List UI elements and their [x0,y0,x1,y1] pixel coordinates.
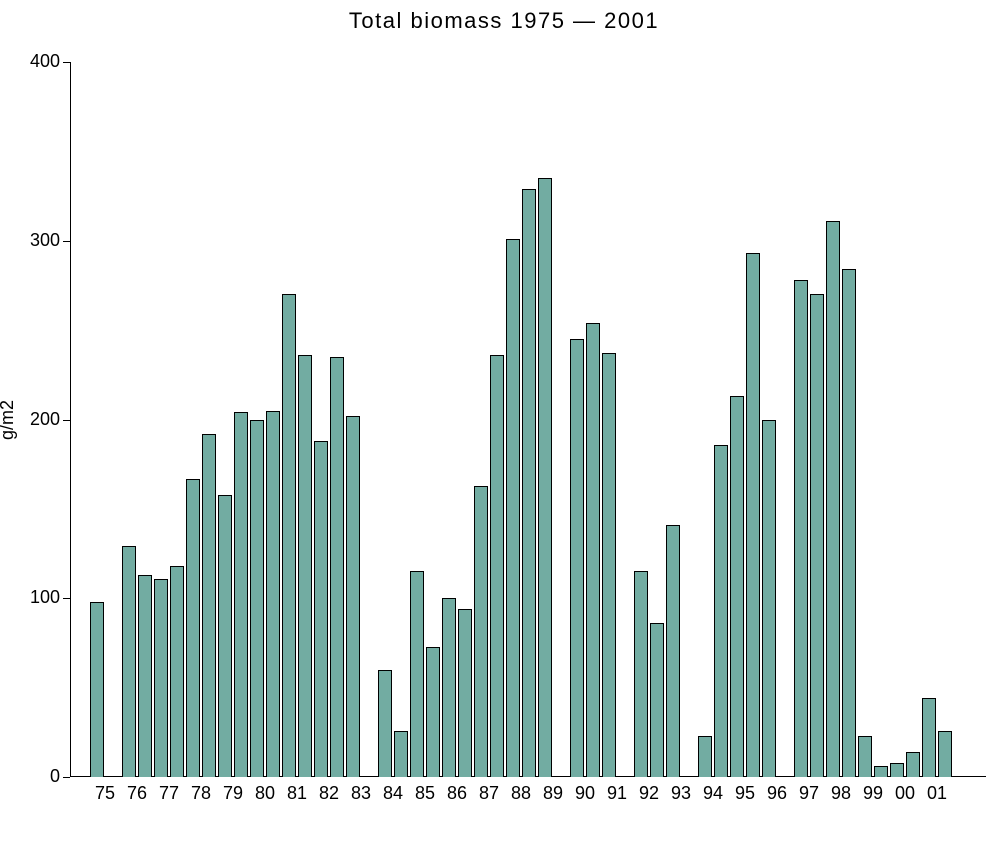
bar-86-b [458,609,472,777]
chart-title: Total biomass 1975 — 2001 [0,8,1008,34]
bar-77-a [154,579,168,777]
bar-85-b [426,647,440,777]
bar-87-a [474,486,488,777]
bar-97-b [810,294,824,777]
bar-82-b [330,357,344,777]
bar-80-b [266,411,280,777]
y-tick [63,241,70,242]
axis-line [70,62,71,777]
bar-75-a [90,602,104,777]
bar-80-a [250,420,264,778]
bar-88-a [506,239,520,777]
bar-92-b [650,623,664,777]
bar-97-a [794,280,808,777]
y-axis-label: g/m2 [0,399,18,439]
bar-89-a [538,178,552,777]
bar-91-a [602,353,616,777]
y-tick-label: 300 [15,230,60,251]
bar-79-b [234,412,248,777]
bar-86-a [442,598,456,777]
y-tick [63,62,70,63]
y-tick-label: 100 [15,587,60,608]
bar-94-a [698,736,712,777]
bar-85-a [410,571,424,777]
biomass-bar-chart: Total biomass 1975 — 2001 01002003004007… [0,0,1008,845]
bar-95-b [746,253,760,777]
bar-87-b [490,355,504,777]
bar-00-a [890,763,904,777]
bar-01-a [922,698,936,777]
bar-90-b [586,323,600,777]
plot-area: 0100200300400757677787980818283848586878… [70,62,986,777]
bar-99-a [858,736,872,777]
bar-90-a [570,339,584,777]
y-tick [63,598,70,599]
bar-81-a [282,294,296,777]
bar-78-b [202,434,216,777]
bar-99-b [874,766,888,777]
x-tick-label: 01 [917,783,957,804]
bar-76-a [122,546,136,777]
y-tick [63,420,70,421]
bar-76-b [138,575,152,777]
bar-92-a [634,571,648,777]
bar-98-a [826,221,840,777]
bar-93-a [666,525,680,777]
bar-01-b [938,731,952,777]
y-tick-label: 0 [15,766,60,787]
bar-00-b [906,752,920,777]
bar-79-a [218,495,232,777]
bar-82-a [314,441,328,777]
bar-84-b [394,731,408,777]
bar-95-a [730,396,744,777]
y-tick [63,777,70,778]
bar-98-b [842,269,856,777]
y-tick-label: 200 [15,409,60,430]
bar-94-b [714,445,728,777]
bar-81-b [298,355,312,777]
bar-78-a [186,479,200,778]
bar-84-a [378,670,392,777]
bar-88-b [522,189,536,777]
bar-83-a [346,416,360,777]
y-tick-label: 400 [15,51,60,72]
bar-96-a [762,420,776,778]
bar-77-b [170,566,184,777]
